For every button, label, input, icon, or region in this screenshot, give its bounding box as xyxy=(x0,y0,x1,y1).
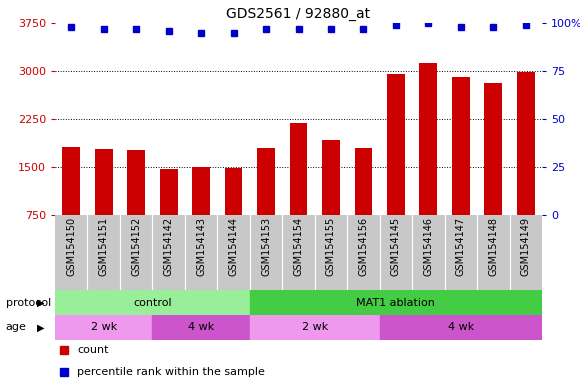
Bar xyxy=(55,290,250,315)
Bar xyxy=(127,150,145,215)
Text: 4 wk: 4 wk xyxy=(448,323,474,333)
Text: GSM154142: GSM154142 xyxy=(164,217,173,276)
Text: GSM154156: GSM154156 xyxy=(358,217,368,276)
Bar xyxy=(250,290,542,315)
Text: GSM154145: GSM154145 xyxy=(391,217,401,276)
Text: MAT1 ablation: MAT1 ablation xyxy=(357,298,436,308)
Text: age: age xyxy=(6,323,27,333)
Bar xyxy=(55,315,153,340)
Text: 4 wk: 4 wk xyxy=(188,323,214,333)
Text: percentile rank within the sample: percentile rank within the sample xyxy=(77,367,265,377)
Bar xyxy=(517,72,535,215)
Bar xyxy=(289,124,307,215)
Bar xyxy=(354,149,372,215)
Title: GDS2561 / 92880_at: GDS2561 / 92880_at xyxy=(226,7,371,21)
Text: 2 wk: 2 wk xyxy=(302,323,328,333)
Bar xyxy=(250,315,380,340)
Bar xyxy=(160,169,177,215)
Bar xyxy=(153,315,250,340)
Bar xyxy=(224,168,242,215)
Bar xyxy=(95,149,113,215)
Text: GSM154155: GSM154155 xyxy=(326,217,336,276)
Text: GSM154151: GSM154151 xyxy=(99,217,108,276)
Text: protocol: protocol xyxy=(6,298,51,308)
Text: GSM154154: GSM154154 xyxy=(293,217,303,276)
Text: GSM154144: GSM154144 xyxy=(229,217,238,276)
Text: GSM154148: GSM154148 xyxy=(488,217,498,276)
Bar xyxy=(322,140,340,215)
Text: ▶: ▶ xyxy=(37,298,44,308)
Text: GSM154150: GSM154150 xyxy=(66,217,76,276)
Text: count: count xyxy=(77,345,108,355)
Bar xyxy=(387,74,405,215)
Text: GSM154153: GSM154153 xyxy=(261,217,271,276)
Text: GSM154143: GSM154143 xyxy=(196,217,206,276)
Text: GSM154147: GSM154147 xyxy=(456,217,466,276)
Text: ▶: ▶ xyxy=(37,323,44,333)
Bar xyxy=(257,149,275,215)
Bar xyxy=(192,167,210,215)
Text: GSM154152: GSM154152 xyxy=(131,217,141,276)
Text: 2 wk: 2 wk xyxy=(90,323,117,333)
Text: control: control xyxy=(133,298,172,308)
Bar xyxy=(484,83,502,215)
Bar xyxy=(452,77,470,215)
Text: GSM154149: GSM154149 xyxy=(521,217,531,276)
Bar xyxy=(62,147,80,215)
Bar xyxy=(380,315,542,340)
Text: GSM154146: GSM154146 xyxy=(423,217,433,276)
Bar xyxy=(419,63,437,215)
